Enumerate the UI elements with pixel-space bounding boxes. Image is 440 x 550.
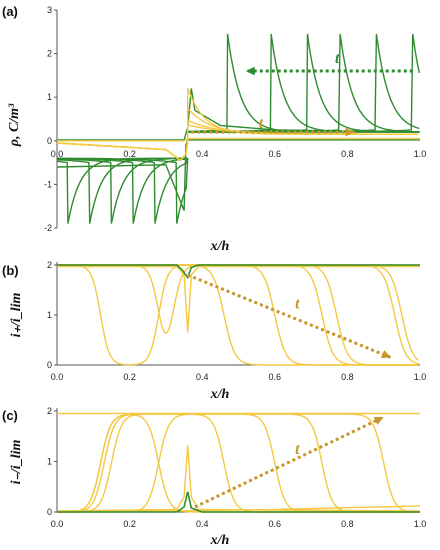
panel-a-x-tick-label: 1.0 [414, 149, 427, 159]
panel-b-yellow-line [57, 264, 419, 366]
panel-a-green-spike-line [187, 33, 420, 133]
panel-b-y-tick-label: 2 [47, 260, 52, 270]
panel-b-x-tick-label: 0.8 [341, 372, 354, 382]
panel-c-x-tick-label: 0.4 [196, 519, 209, 529]
panel-b-x-tick-label: 0.4 [196, 372, 209, 382]
panel-b-time-arrow-head [380, 350, 391, 359]
panel-b-x-tick-label: 0.2 [123, 372, 136, 382]
panel-c-time-label: t [295, 441, 300, 458]
panel-c-y-tick-label: 0 [47, 507, 52, 517]
panel-b: (b) x/h i₊/i_lim 0.0 0.2 0.4 0.6 0.8 1.0 0 1 2 t [2, 260, 426, 402]
panel-a-x-tick-label: 0.0 [51, 149, 64, 159]
panel-c-ylabel: i₋/i_lim [9, 440, 24, 485]
panel-c-yellow-line [57, 413, 419, 513]
panel-a-green-spike-line [187, 33, 419, 133]
panel-a-x-tick-label: 0.8 [341, 149, 354, 159]
panel-a-green-spike-line [187, 33, 419, 133]
panel-a-time-label: t [335, 50, 340, 67]
panel-c-label: (c) [2, 408, 18, 423]
panel-a-green-spike-line [187, 33, 420, 133]
panel-a-green-neg-spike-line [57, 157, 188, 224]
panel-b-yellow-line [57, 264, 419, 362]
panel-a-time-label: t [259, 115, 264, 132]
panel-c-x-tick-label: 0.0 [51, 519, 64, 529]
panel-b-y-tick-label: 0 [47, 360, 52, 370]
panel-b-time-arrow [187, 273, 392, 359]
panel-c-x-tick-label: 0.8 [341, 519, 354, 529]
panel-c-x-tick-label: 0.2 [123, 519, 136, 529]
panel-a-y-tick-label: -1 [44, 179, 52, 189]
panel-b-ylabel: i₊/i_lim [9, 293, 24, 338]
panel-b-yellow-line [57, 264, 419, 366]
panel-a-x-tick-label: 0.4 [196, 149, 209, 159]
panel-c-yellow-line [56, 445, 421, 512]
panel-b-yellow-line [57, 264, 419, 366]
panel-a-yellow-line [56, 124, 419, 162]
panel-c-time-arrow [194, 415, 385, 509]
panel-b-yellow-line [57, 264, 419, 365]
panel-a-y-tick-label: 0 [47, 136, 52, 146]
panel-a-green-neg-spike-line [56, 139, 420, 211]
panel-a-y-tick-label: 1 [47, 92, 52, 102]
panel-a-green-spike-line [187, 33, 420, 133]
panel-a-y-tick-label: -2 [44, 223, 52, 233]
panel-b-x-tick-label: 0.0 [51, 372, 64, 382]
panel-a-y-tick-label: 3 [47, 5, 52, 15]
panel-b-label: (b) [2, 263, 19, 278]
panel-c-green-line [57, 491, 420, 513]
panel-b-x-tick-label: 0.6 [269, 372, 282, 382]
panel-c-time-arrow-head [373, 417, 384, 425]
panel-b-yellow-line [57, 265, 420, 333]
panel-b-time-label: t [295, 295, 300, 312]
panel-a-xlabel: x/h [210, 239, 230, 254]
panel-a-ylabel: ρ, C/m³ [7, 103, 22, 147]
panel-a-yellow-line [57, 137, 420, 142]
panel-a-label: (a) [2, 4, 18, 19]
panel-a-y-tick-label: 2 [47, 49, 52, 59]
panel-b-xlabel: x/h [210, 387, 230, 402]
panel-a: (a) x/h ρ, C/m³ 0.0 0.2 0.4 0.6 0.8 1.0 -2 -1 0 1… [2, 4, 426, 254]
panel-c-xlabel: x/h [210, 533, 230, 548]
panel-a-green-neg-spike-line [56, 157, 188, 224]
panel-c-x-tick-label: 1.0 [414, 519, 427, 529]
panel-a-yellow-line [56, 87, 419, 162]
panel-a-x-tick-label: 0.2 [123, 149, 136, 159]
panel-b-y-tick-label: 1 [47, 310, 52, 320]
panel-b-green-line [57, 264, 420, 280]
panel-a-green-neg-spike-line [57, 157, 189, 224]
panel-b-yellow-line [57, 264, 419, 366]
panel-c-x-tick-label: 0.6 [269, 519, 282, 529]
panel-c: (c) x/h i₋/i_lim 0.0 0.2 0.4 0.6 0.8 1.0 0 1 2 t [2, 406, 426, 548]
panel-a-green-spike-line [187, 33, 419, 133]
panel-b-x-tick-label: 1.0 [414, 372, 427, 382]
panel-c-y-tick-label: 2 [47, 406, 52, 416]
panel-a-x-tick-label: 0.6 [269, 149, 282, 159]
panel-a-time-arrow-head [245, 66, 255, 76]
panel-c-y-tick-label: 1 [47, 457, 52, 467]
panel-a-time-arrow-head [345, 127, 355, 137]
